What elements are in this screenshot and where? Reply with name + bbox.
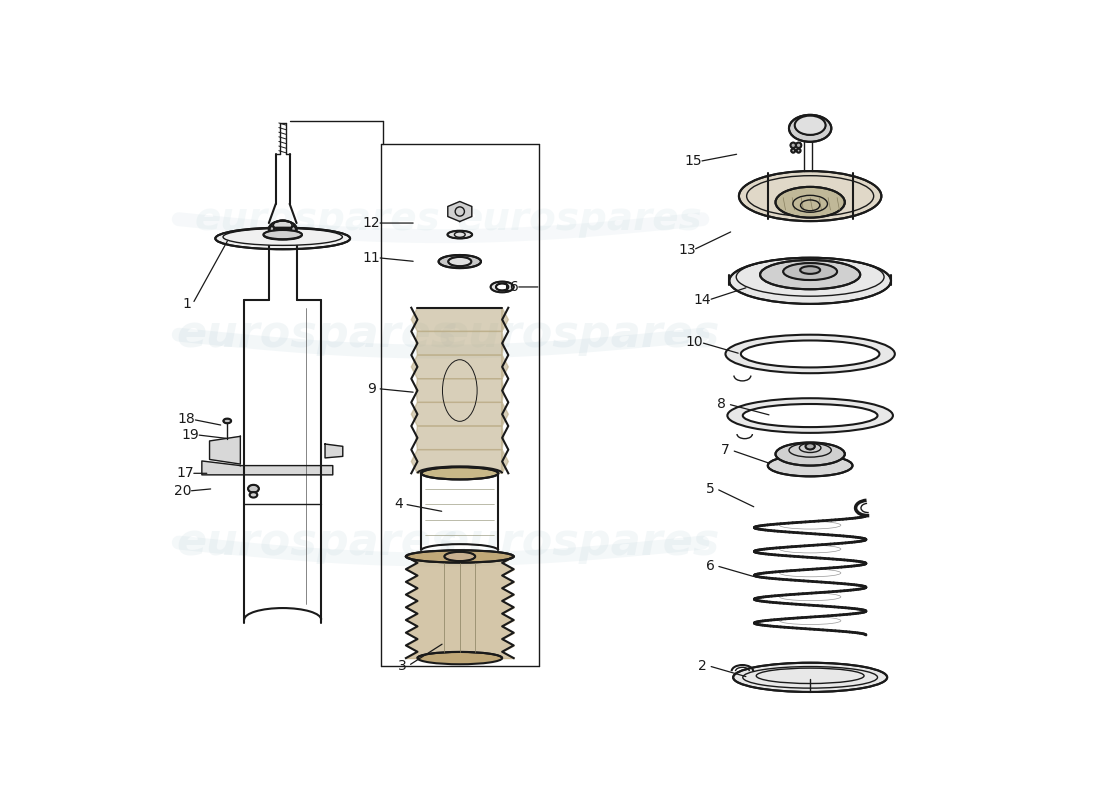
Ellipse shape [741,341,880,367]
Ellipse shape [406,550,514,562]
Text: 17: 17 [176,466,194,480]
Ellipse shape [448,230,472,238]
Ellipse shape [789,115,832,142]
Ellipse shape [496,283,508,290]
Ellipse shape [270,226,274,232]
Ellipse shape [264,230,301,240]
Text: eurospares: eurospares [195,200,440,238]
Ellipse shape [250,492,257,498]
Polygon shape [416,426,504,450]
Ellipse shape [796,142,801,148]
Ellipse shape [223,418,231,423]
Text: 11: 11 [362,250,381,265]
Ellipse shape [800,266,821,274]
Text: 4: 4 [394,497,403,511]
Ellipse shape [726,334,895,373]
Text: eurospares: eurospares [439,314,719,356]
Ellipse shape [776,442,845,466]
Ellipse shape [794,116,825,135]
Ellipse shape [727,398,893,433]
Text: 14: 14 [693,293,712,307]
Ellipse shape [739,171,881,221]
Polygon shape [326,444,343,458]
Text: 10: 10 [685,335,704,350]
Ellipse shape [491,282,514,292]
Text: eurospares: eurospares [439,521,719,564]
Polygon shape [411,450,508,474]
Ellipse shape [783,263,837,280]
Polygon shape [416,331,504,355]
Ellipse shape [249,485,258,493]
Ellipse shape [768,455,852,476]
Polygon shape [416,378,504,402]
Text: 5: 5 [706,482,714,496]
Text: 1: 1 [182,297,191,311]
Polygon shape [411,402,508,426]
Ellipse shape [418,652,502,664]
Text: 2: 2 [698,659,706,673]
Polygon shape [448,202,472,222]
Text: 16: 16 [500,280,519,294]
Polygon shape [411,308,508,331]
Text: 8: 8 [717,397,726,411]
Ellipse shape [791,149,795,153]
Polygon shape [202,461,332,475]
Polygon shape [209,436,241,464]
Ellipse shape [268,221,297,238]
Text: 19: 19 [182,428,199,442]
Text: 7: 7 [722,443,729,457]
Ellipse shape [444,552,475,561]
Text: 12: 12 [362,216,381,230]
Ellipse shape [742,404,878,427]
Ellipse shape [264,230,301,239]
Text: 18: 18 [177,413,196,426]
Ellipse shape [292,226,296,232]
Text: 9: 9 [366,382,376,396]
Text: 13: 13 [678,243,696,257]
Text: 20: 20 [174,484,191,498]
Text: 6: 6 [705,558,715,573]
Text: 15: 15 [684,154,702,169]
Ellipse shape [421,467,498,479]
Ellipse shape [733,662,887,692]
Text: 3: 3 [398,659,406,673]
Ellipse shape [439,255,481,268]
Ellipse shape [449,257,472,266]
Polygon shape [411,355,508,378]
Ellipse shape [805,443,815,450]
Ellipse shape [760,260,860,290]
Text: eurospares: eurospares [456,200,702,238]
Ellipse shape [791,142,796,148]
Ellipse shape [796,149,801,153]
Ellipse shape [729,258,891,304]
Ellipse shape [216,228,350,250]
Text: eurospares: eurospares [177,521,458,564]
Ellipse shape [776,187,845,218]
Text: eurospares: eurospares [177,314,458,356]
